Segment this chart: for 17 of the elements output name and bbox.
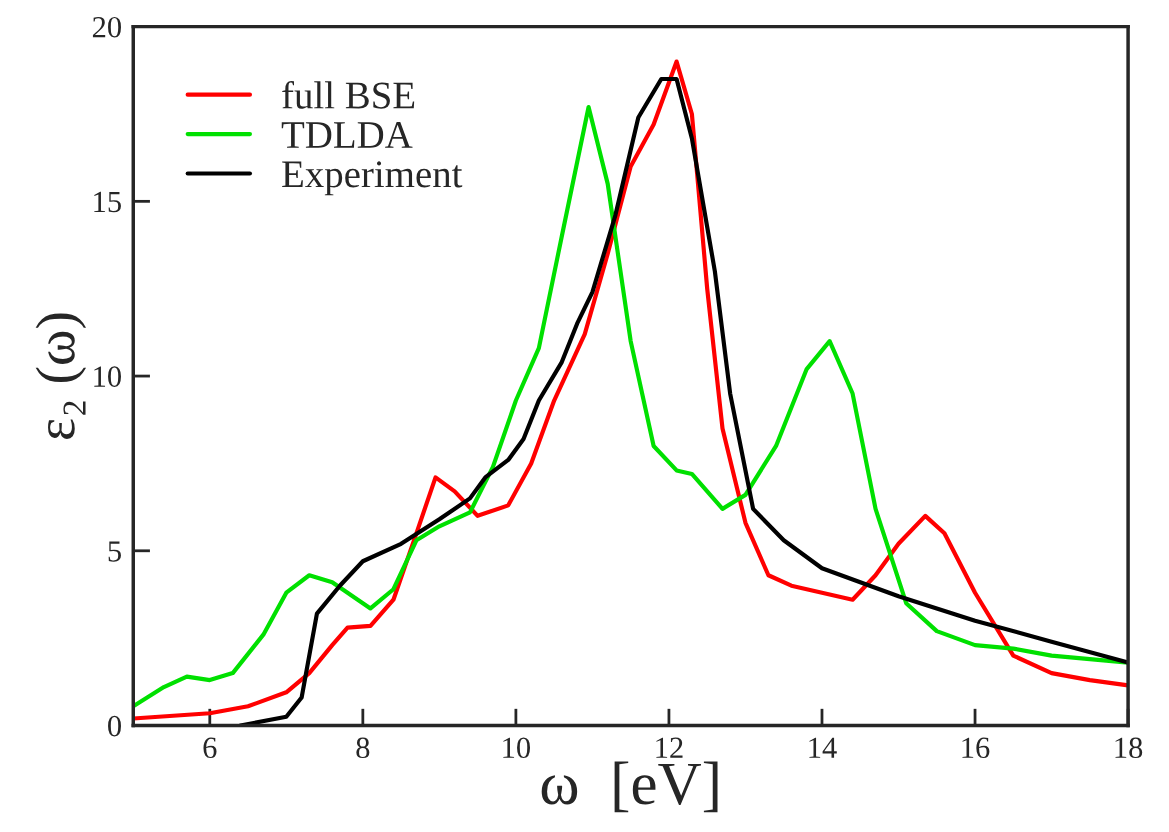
y-tick-label: 15 — [94, 191, 121, 213]
x-tick-label: 14 — [809, 737, 837, 758]
y-tick-label: 0 — [108, 715, 121, 737]
x-tick-label: 18 — [1115, 737, 1143, 759]
x-axis-title: ω [eV] — [541, 761, 718, 813]
y-tick-label: 5 — [108, 541, 121, 562]
x-tick-label: 12 — [656, 737, 683, 758]
legend-label: Experiment — [282, 161, 463, 196]
y-tick-label: 20 — [92, 16, 121, 38]
y-tick-label: 10 — [94, 366, 121, 387]
x-tick-label: 8 — [356, 737, 370, 759]
x-tick-label: 10 — [503, 737, 530, 759]
x-tick-label: 16 — [962, 737, 990, 759]
y-axis-title: ε₂ (ω) — [35, 313, 87, 439]
legend-label: TDLDA — [281, 122, 413, 148]
x-tick-label: 6 — [203, 737, 217, 759]
legend-label: full BSE — [282, 80, 415, 109]
